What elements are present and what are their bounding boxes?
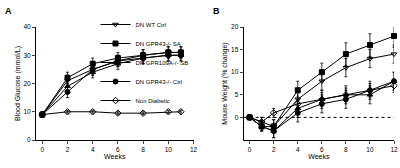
svg-text:DN WT Ctrl: DN WT Ctrl (136, 22, 167, 28)
svg-text:10: 10 (23, 108, 31, 115)
svg-text:0: 0 (40, 146, 44, 153)
svg-text:40: 40 (23, 23, 31, 30)
svg-text:2: 2 (66, 146, 70, 153)
svg-text:0: 0 (235, 114, 239, 121)
svg-text:4: 4 (296, 146, 300, 153)
svg-text:4: 4 (91, 146, 95, 153)
svg-text:12: 12 (390, 146, 398, 153)
svg-text:20: 20 (231, 23, 239, 30)
svg-text:Blood Glucose (mmol/L): Blood Glucose (mmol/L) (14, 46, 22, 121)
svg-text:Non Diabetic: Non Diabetic (136, 98, 170, 104)
svg-text:0: 0 (27, 136, 31, 143)
svg-text:DN GPR43-/- Ctrl: DN GPR43-/- Ctrl (136, 79, 183, 85)
svg-text:Mouse Weight (% change): Mouse Weight (% change) (221, 42, 229, 124)
svg-text:8: 8 (344, 146, 348, 153)
svg-text:6: 6 (320, 146, 324, 153)
svg-text:2: 2 (272, 146, 276, 153)
svg-text:Weeks: Weeks (104, 153, 126, 160)
svg-text:6: 6 (116, 146, 120, 153)
svg-text:DN GPR109A-/- SB: DN GPR109A-/- SB (136, 60, 189, 66)
svg-text:20: 20 (23, 80, 31, 87)
svg-text:5: 5 (235, 91, 239, 98)
svg-text:30: 30 (23, 52, 31, 59)
svg-text:A: A (5, 6, 12, 16)
svg-text:DN GPR43-/- SA: DN GPR43-/- SA (136, 41, 181, 47)
svg-text:12: 12 (190, 146, 198, 153)
svg-text:10: 10 (165, 146, 173, 153)
svg-text:10: 10 (366, 146, 374, 153)
svg-text:10: 10 (231, 68, 239, 75)
svg-text:15: 15 (231, 46, 239, 53)
svg-text:B: B (213, 6, 220, 16)
svg-text:8: 8 (141, 146, 145, 153)
svg-text:Weeks: Weeks (308, 153, 330, 160)
svg-text:0: 0 (248, 146, 252, 153)
